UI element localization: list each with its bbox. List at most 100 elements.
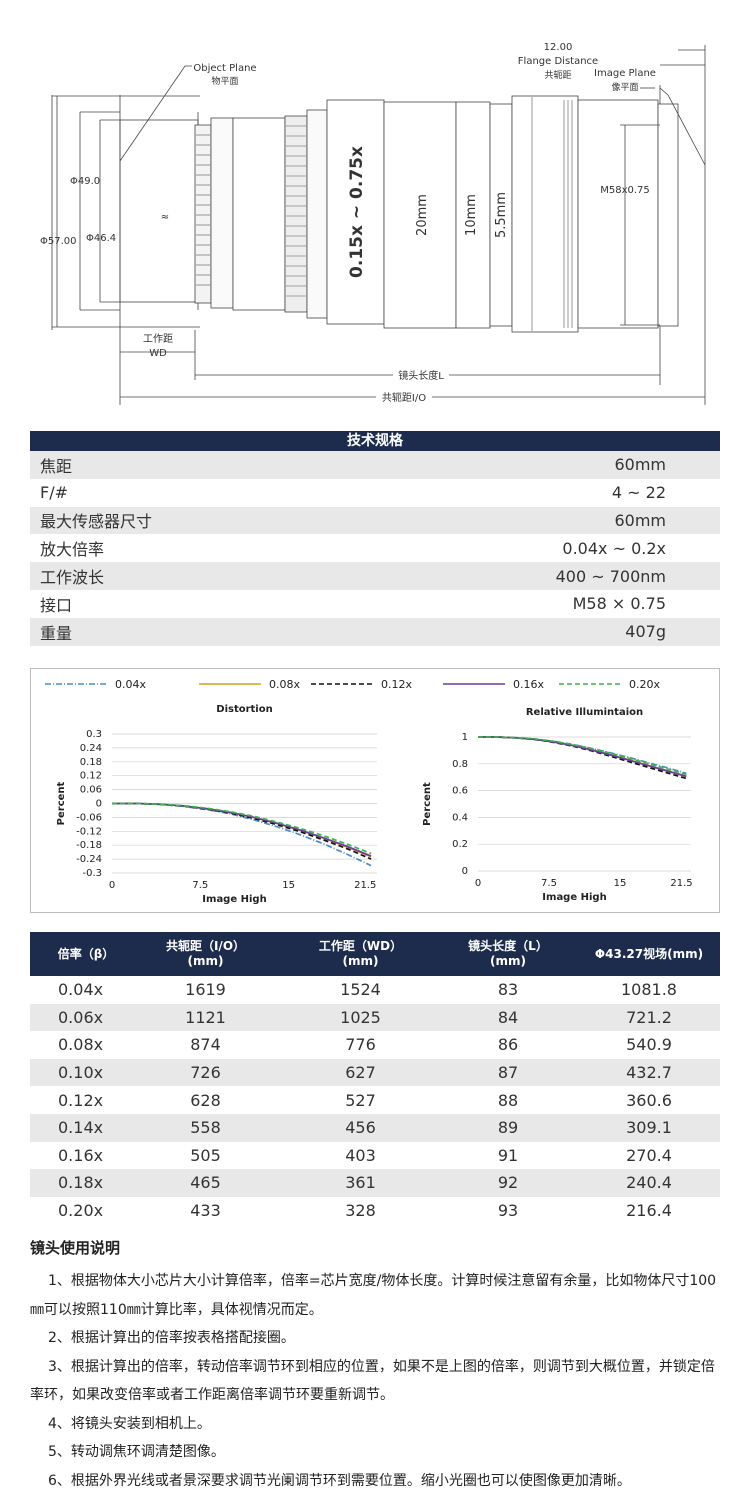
table-cell: 1619 [185,980,226,1000]
instruction-item: 3、根据计算出的倍率，转动倍率调节环到相应的位置，如果不是上图的倍率，则调节到大… [30,1358,715,1404]
flange-label: Flange Distance [518,56,598,67]
y-tick-label: 0 [462,866,468,877]
x-tick-label: 0 [475,878,481,889]
table-cell: 0.10x [58,1063,104,1083]
object-plane-label-cn: 物平面 [211,75,238,87]
spec-label: 最大传感器尺寸 [40,512,153,532]
mag-header-text: 共轭距（I/O） [165,939,246,953]
table-cell: 89 [497,1118,519,1138]
table-cell: 328 [345,1201,376,1221]
mag-header-text: 镜头长度（L） [468,939,548,953]
table-cell: 432.7 [626,1063,672,1083]
spec-table: 技术规格 焦距 60mm F/# 4 ~ 22 最大传感器尺寸 60mm 放大倍率 0.04x… [30,431,720,646]
mag-header-text: Φ43.27视场(mm) [594,946,704,961]
ring-20mm-label: 20mm [415,194,430,236]
table-cell: 0.16x [58,1145,104,1165]
y-tick-label: 0.8 [452,759,468,770]
approx-symbol: ≈ [161,212,169,223]
mag-header-unit: (mm) [490,954,526,968]
table-row: 0.04x 1619 1524 83 1081.8 [30,976,720,1004]
table-cell: 0.12x [58,1090,104,1110]
table-cell: 527 [345,1090,376,1110]
wd-label-cn: 工作距 [143,333,173,345]
spec-label: 工作波长 [40,568,105,588]
flange-label-cn: 共轭距 [544,69,571,81]
table-cell: 433 [190,1201,221,1221]
spec-label: 重量 [40,623,73,643]
y-tick-label: 0.2 [452,839,468,850]
table-row: 0.14x 558 456 89 309.1 [30,1113,720,1142]
x-axis-label: Image High [202,894,266,905]
spec-row: 焦距 60mm [30,451,720,479]
spec-value: 4 ~ 22 [611,483,666,503]
spec-row: 重量 407g [30,617,720,646]
mag-header-cell: Φ43.27视场(mm) [578,947,720,962]
x-tick-label: 7.5 [541,878,557,889]
y-tick-label: -0.24 [76,854,102,865]
y-tick-label: 0 [96,799,102,810]
series-line-0.12x [478,736,687,780]
table-cell: 270.4 [626,1145,672,1165]
table-cell: 0.14x [58,1118,104,1138]
x-axis-label: Image High [542,892,606,903]
table-row: 0.12x 628 527 88 360.6 [30,1086,720,1114]
table-cell: 776 [345,1035,376,1055]
series-line-0.04x [112,802,372,867]
spec-row: F/# 4 ~ 22 [30,478,720,507]
mag-header-text: 工作距（WD） [318,939,403,953]
series-line-0.16x [112,802,372,857]
mag-header-unit: (mm) [187,954,224,968]
legend-label: 0.08x [269,678,300,691]
series-line-0.08x [478,736,687,777]
table-cell: 874 [190,1035,221,1055]
table-cell: 0.04x [58,980,104,1000]
table-row: 0.06x 1121 1025 84 721.2 [30,1003,720,1032]
image-plane-label: Image Plane [594,68,656,79]
dia-49-label: Φ49.0 [70,176,100,187]
table-cell: 0.20x [58,1201,104,1221]
spec-rows: 焦距 60mm F/# 4 ~ 22 最大传感器尺寸 60mm 放大倍率 0.04x ~ 0.… [30,451,720,646]
mag-header-unit: (mm) [342,954,379,968]
series-line-0.08x [112,802,372,858]
series-line-0.16x [478,736,687,778]
y-tick-label: 1 [462,732,468,743]
image-plane-label-cn: 像平面 [611,81,638,93]
table-cell: 558 [190,1118,221,1138]
y-tick-label: 0.3 [86,729,102,740]
table-cell: 721.2 [626,1007,672,1027]
mag-header-cell: 工作距（WD） (mm) [283,939,438,969]
instruction-item: 6、根据外界光线或者景深要求调节光阑调节环到需要位置。缩小光圈也可以使图像更加清… [48,1472,631,1489]
mag-header-cell: 倍率（β） [30,947,128,962]
instruction-item: 1、根据物体大小芯片大小计算倍率，倍率=芯片宽度/物体长度。计算时候注意留有余量… [30,1273,717,1318]
table-cell: 87 [497,1063,519,1083]
legend-label: 0.04x [115,678,146,691]
table-cell: 93 [497,1201,519,1221]
table-cell: 726 [190,1063,221,1083]
object-plane-label: Object Plane [193,63,256,74]
spec-value: 60mm [614,455,666,475]
spec-table-title: 技术规格 [30,431,720,451]
table-cell: 216.4 [626,1201,672,1221]
table-cell: 0.06x [58,1007,104,1027]
x-tick-label: 15 [282,880,295,891]
table-cell: 88 [497,1090,519,1110]
instruction-item: 4、将镜头安装到相机上。 [48,1415,211,1432]
table-row: 0.08x 874 776 86 540.9 [30,1031,720,1059]
wd-label: WD [149,348,167,359]
table-cell: 505 [190,1145,221,1165]
table-row: 0.10x 726 627 87 432.7 [30,1058,720,1087]
spec-value: M58 × 0.75 [572,594,666,614]
dia-46-label: Φ46.4 [86,233,116,244]
y-tick-label: 0.12 [80,771,102,782]
spec-value: 60mm [614,510,666,530]
legend-label: 0.12x [381,678,412,691]
spec-label: 放大倍率 [40,540,105,560]
usage-instructions: 镜头使用说明 1、根据物体大小芯片大小计算倍率，倍率=芯片宽度/物体长度。计算时… [30,1237,720,1495]
instruction-item: 5、转动调焦环调清楚图像。 [48,1444,225,1460]
dia-57-label: Φ57.00 [40,236,77,247]
legend-label: 0.16x [513,678,544,691]
spec-value: 407g [625,622,666,642]
y-tick-label: -0.18 [76,840,102,851]
table-cell: 465 [190,1173,221,1193]
lens-drawing-svg: 12.00 Flange Distance 共轭距 Image Plane 像平… [40,42,706,405]
